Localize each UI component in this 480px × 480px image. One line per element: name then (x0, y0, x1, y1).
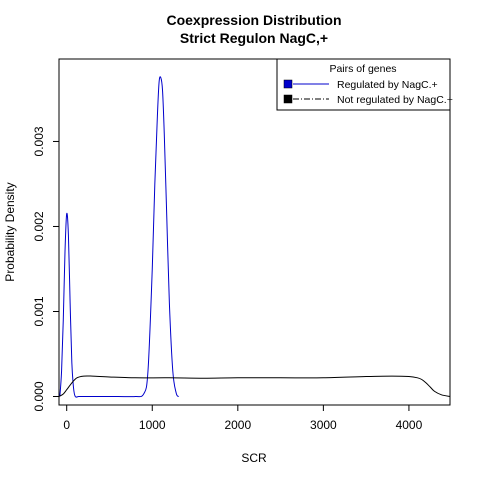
legend: Pairs of genes Regulated by NagC.+ Not r… (276, 58, 453, 111)
x-axis: 0 1000 2000 3000 4000 (63, 405, 423, 432)
y-tick-label: 0.002 (32, 211, 46, 241)
y-tick-label: 0.003 (32, 126, 46, 156)
legend-entry-not-regulated: Not regulated by NagC.+ (283, 94, 453, 106)
legend-label-regulated: Regulated by NagC.+ (337, 79, 438, 91)
plot-frame (58, 58, 451, 406)
x-tick-label: 3000 (310, 418, 337, 432)
y-axis-label: Probability Density (3, 182, 17, 281)
legend-swatch-regulated (283, 79, 293, 89)
legend-title: Pairs of genes (329, 63, 396, 75)
x-axis-label: SCR (241, 451, 267, 465)
series-layer (59, 76, 450, 398)
chart-title-line-2: Strict Regulon NagC,+ (180, 30, 328, 46)
x-tick-label: 1000 (139, 418, 166, 432)
series-line-regulated (59, 76, 180, 398)
legend-swatch-not-regulated (283, 94, 293, 104)
series-line-not-regulated (59, 375, 450, 397)
legend-label-not-regulated: Not regulated by NagC.+ (337, 94, 453, 106)
x-tick-label: 0 (63, 418, 70, 432)
y-tick-label: 0.000 (32, 381, 46, 411)
y-tick-label: 0.001 (32, 296, 46, 326)
x-tick-label: 4000 (396, 418, 423, 432)
legend-entry-regulated: Regulated by NagC.+ (283, 79, 438, 91)
chart-title-line-1: Coexpression Distribution (166, 12, 341, 28)
y-axis: 0.000 0.001 0.002 0.003 (32, 126, 59, 412)
x-tick-label: 2000 (224, 418, 251, 432)
